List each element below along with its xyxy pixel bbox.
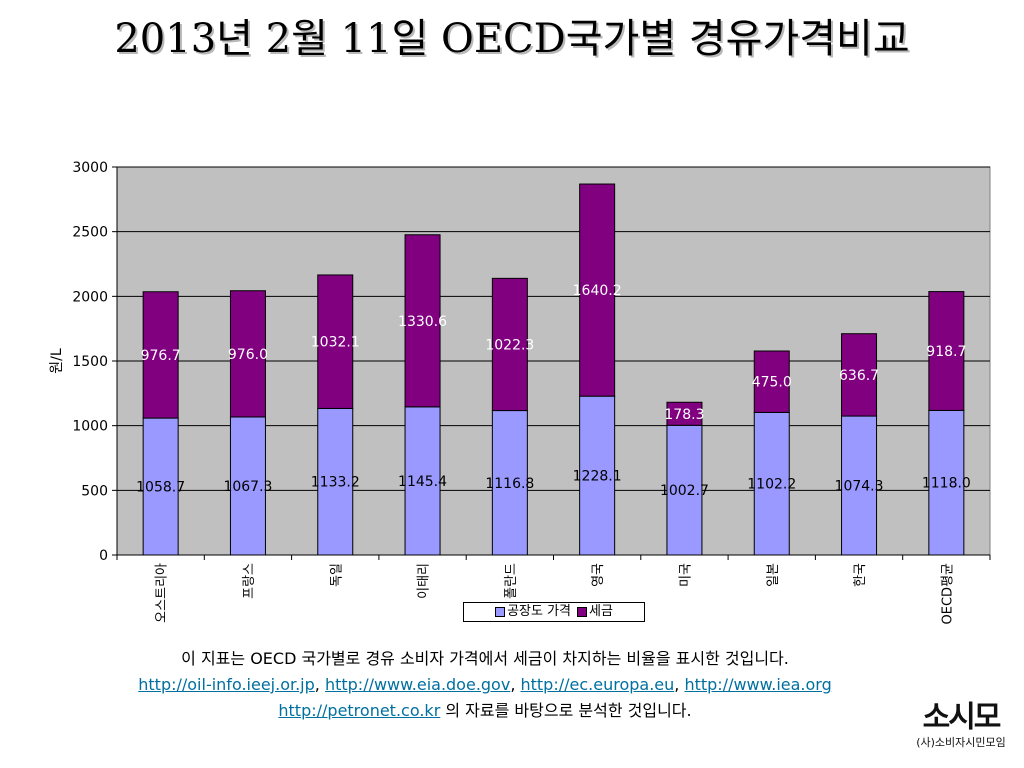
source-link-ec-europa[interactable]: http://ec.europa.eu [520, 675, 675, 694]
bar-segment [666, 424, 703, 556]
x-tick-label: 오스트리아 [155, 563, 170, 623]
footer-line-description: 이 지표는 OECD 국가별로 경유 소비자 가격에서 세금이 차지하는 비율을… [181, 649, 789, 668]
legend-item-tax: 세금 [577, 603, 613, 621]
bar-segment [753, 350, 790, 413]
link-separator: , [674, 675, 685, 694]
data-label: 1074.3 [835, 479, 884, 495]
source-link-iea[interactable]: http://www.iea.org [684, 675, 832, 694]
stacked-bar-chart: 0 500 1000 1500 2000 2500 3000 원/L 1058.7 976.7 오스… [49, 160, 991, 624]
legend-swatch-tax [577, 607, 587, 617]
source-link-petronet[interactable]: http://petronet.co.kr [278, 701, 441, 720]
data-label: 1118.0 [922, 476, 971, 492]
source-link-eia[interactable]: http://www.eia.doe.gov [324, 675, 511, 694]
legend-label-factory-price: 공장도 가격 [507, 604, 571, 619]
data-label: 918.7 [926, 344, 966, 360]
bar-segment [491, 410, 528, 556]
source-link-ieej[interactable]: http://oil-info.ieej.or.jp [138, 675, 315, 694]
data-label: 976.0 [228, 347, 268, 363]
x-tick-label: 이태리 [417, 563, 432, 599]
bar-segment [229, 416, 266, 556]
data-label: 1058.7 [136, 480, 185, 496]
bar-segment [928, 291, 965, 411]
legend-item-factory-price: 공장도 가격 [495, 603, 571, 621]
data-label: 475.0 [752, 375, 792, 391]
footer-line-sources: http://oil-info.ieej.or.jp, http://www.e… [30, 672, 940, 698]
data-label: 1022.3 [485, 337, 534, 353]
x-tick-label: 폴란드 [504, 563, 519, 599]
data-label: 1002.7 [660, 483, 709, 499]
x-tick-label: 미국 [678, 563, 693, 587]
bar-segment [579, 395, 616, 556]
bar-segment [928, 409, 965, 556]
data-label: 1330.6 [398, 314, 447, 330]
data-label: 178.3 [664, 407, 704, 423]
y-tick-label: 3000 [72, 160, 108, 176]
bar-segment [666, 401, 703, 426]
data-label: 1228.1 [573, 469, 622, 485]
x-tick-label: 독일 [329, 563, 344, 587]
data-label: 1067.3 [223, 479, 272, 495]
link-separator: , [510, 675, 521, 694]
data-label: 636.7 [839, 368, 879, 384]
bar-segment [579, 183, 616, 397]
bar-segment [229, 290, 266, 418]
bar-segment [491, 277, 528, 412]
bar-segment [142, 291, 179, 419]
y-tick-label: 1500 [72, 354, 108, 370]
x-tick-label: 영국 [591, 563, 606, 587]
bar-segment [404, 234, 441, 408]
legend-label-tax: 세금 [589, 604, 613, 619]
data-label: 1640.2 [573, 283, 622, 299]
x-tick-label: 일본 [766, 563, 781, 587]
page-title: 2013년 2월 11일 OECD국가별 경유가격비교 [114, 16, 910, 62]
y-tick-label: 2000 [72, 289, 108, 305]
y-tick-label: 2500 [72, 225, 108, 241]
bar-segment [317, 407, 354, 556]
data-label: 1133.2 [311, 475, 360, 491]
data-label: 1032.1 [311, 335, 360, 351]
footer-line-analysis: http://petronet.co.kr 의 자료를 바탕으로 분석한 것입니… [30, 698, 940, 724]
logo-subtitle: (사)소비자시민모임 [916, 736, 1006, 749]
bar-segment [142, 417, 179, 556]
y-tick-label: 500 [81, 483, 108, 499]
x-tick-label: OECD평균 [940, 563, 955, 624]
chart-legend: 공장도 가격 세금 [463, 602, 645, 622]
data-label: 1145.4 [398, 474, 447, 490]
organization-logo: 소시모 (사)소비자시민모임 [906, 700, 1016, 750]
legend-swatch-factory-price [495, 607, 506, 617]
data-label: 1116.8 [485, 476, 534, 492]
y-tick-label: 0 [99, 548, 108, 564]
x-tick-label: 한국 [853, 563, 868, 587]
y-axis-label: 원/L [49, 348, 65, 374]
footer-note: 이 지표는 OECD 국가별로 경유 소비자 가격에서 세금이 차지하는 비율을… [30, 646, 940, 724]
bar-segment [841, 333, 878, 417]
footer-analysis-text: 의 자료를 바탕으로 분석한 것입니다. [440, 701, 692, 720]
link-separator: , [314, 675, 325, 694]
data-label: 976.7 [141, 348, 181, 364]
y-tick-label: 1000 [72, 419, 108, 435]
data-label: 1102.2 [747, 477, 796, 493]
logo-wordmark: 소시모 [922, 700, 1002, 735]
x-tick-label: 프랑스 [242, 563, 257, 599]
bar-segment [317, 274, 354, 409]
